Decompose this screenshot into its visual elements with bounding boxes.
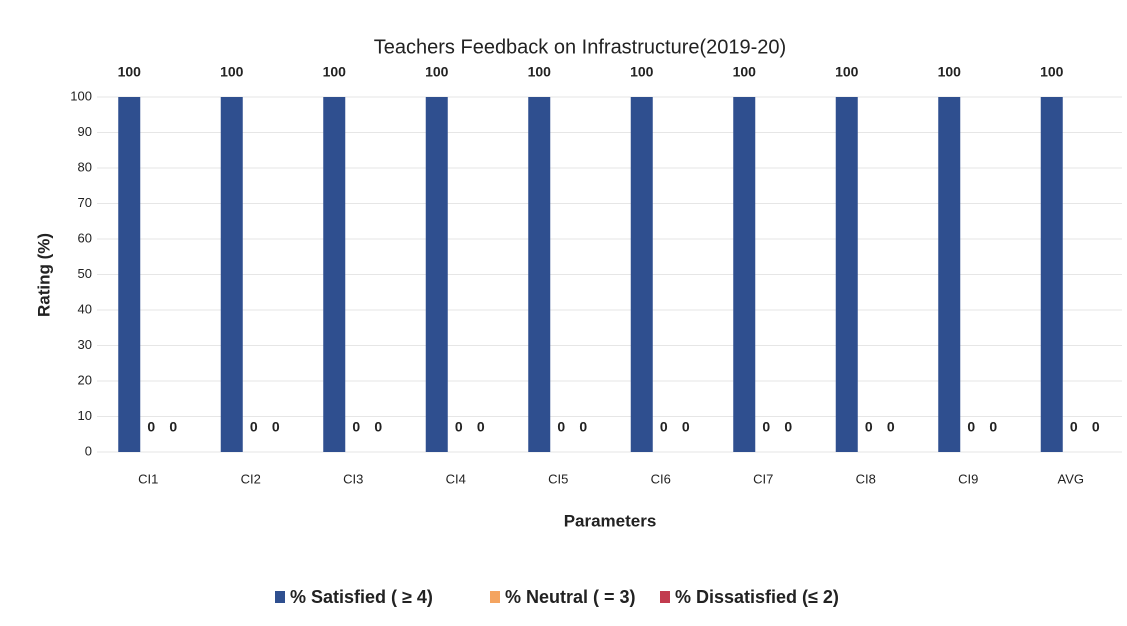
data-label: 100 — [323, 64, 347, 80]
data-label: 0 — [967, 419, 975, 435]
legend-label: % Neutral ( = 3) — [505, 587, 636, 607]
y-tick-label: 60 — [78, 230, 92, 245]
bar — [118, 97, 141, 452]
data-label: 0 — [374, 419, 382, 435]
chart-title: Teachers Feedback on Infrastructure(2019… — [374, 36, 786, 58]
bar — [220, 97, 243, 452]
data-label: 0 — [557, 419, 565, 435]
bar — [938, 97, 961, 452]
data-label: 0 — [272, 419, 280, 435]
x-tick-label: AVG — [1058, 471, 1085, 486]
bar — [630, 97, 653, 452]
y-tick-label: 80 — [78, 159, 92, 174]
legend-swatch — [490, 591, 500, 603]
data-label: 0 — [865, 419, 873, 435]
data-label: 100 — [528, 64, 552, 80]
y-tick-label: 70 — [78, 195, 92, 210]
y-tick-label: 50 — [78, 266, 92, 281]
x-tick-label: CI9 — [958, 471, 978, 486]
data-label: 0 — [660, 419, 668, 435]
data-label: 0 — [784, 419, 792, 435]
bar — [425, 97, 448, 452]
x-tick-label: CI2 — [241, 471, 261, 486]
data-label: 100 — [220, 64, 244, 80]
bar — [835, 97, 858, 452]
data-label: 100 — [938, 64, 962, 80]
x-tick-label: CI4 — [446, 471, 466, 486]
y-tick-label: 0 — [85, 443, 92, 458]
y-axis-label: Rating (%) — [34, 233, 53, 317]
data-label: 0 — [762, 419, 770, 435]
legend-swatch — [660, 591, 670, 603]
x-tick-label: CI3 — [343, 471, 363, 486]
y-tick-label: 40 — [78, 301, 92, 316]
y-tick-label: 100 — [70, 88, 92, 103]
data-label: 100 — [835, 64, 859, 80]
y-tick-label: 10 — [78, 408, 92, 423]
data-label: 100 — [733, 64, 757, 80]
bar — [733, 97, 756, 452]
data-label: 0 — [1092, 419, 1100, 435]
bar — [528, 97, 551, 452]
data-label: 0 — [989, 419, 997, 435]
x-axis-label: Parameters — [564, 511, 657, 530]
bar — [1040, 97, 1063, 452]
data-label: 100 — [630, 64, 654, 80]
data-label: 0 — [147, 419, 155, 435]
data-label: 100 — [425, 64, 449, 80]
bar — [323, 97, 346, 452]
data-label: 0 — [455, 419, 463, 435]
legend-label: % Satisfied ( ≥ 4) — [290, 587, 433, 607]
data-label: 0 — [477, 419, 485, 435]
x-tick-label: CI8 — [856, 471, 876, 486]
data-label: 0 — [169, 419, 177, 435]
y-tick-label: 90 — [78, 124, 92, 139]
legend-label: % Dissatisfied (≤ 2) — [675, 587, 839, 607]
data-label: 0 — [682, 419, 690, 435]
x-tick-label: CI1 — [138, 471, 158, 486]
x-tick-label: CI6 — [651, 471, 671, 486]
data-label: 0 — [250, 419, 258, 435]
data-label: 100 — [118, 64, 142, 80]
legend-swatch — [275, 591, 285, 603]
y-tick-label: 30 — [78, 337, 92, 352]
x-tick-label: CI7 — [753, 471, 773, 486]
x-tick-label: CI5 — [548, 471, 568, 486]
data-label: 0 — [352, 419, 360, 435]
data-label: 100 — [1040, 64, 1064, 80]
y-tick-label: 20 — [78, 372, 92, 387]
data-label: 0 — [1070, 419, 1078, 435]
data-label: 0 — [887, 419, 895, 435]
data-label: 0 — [579, 419, 587, 435]
